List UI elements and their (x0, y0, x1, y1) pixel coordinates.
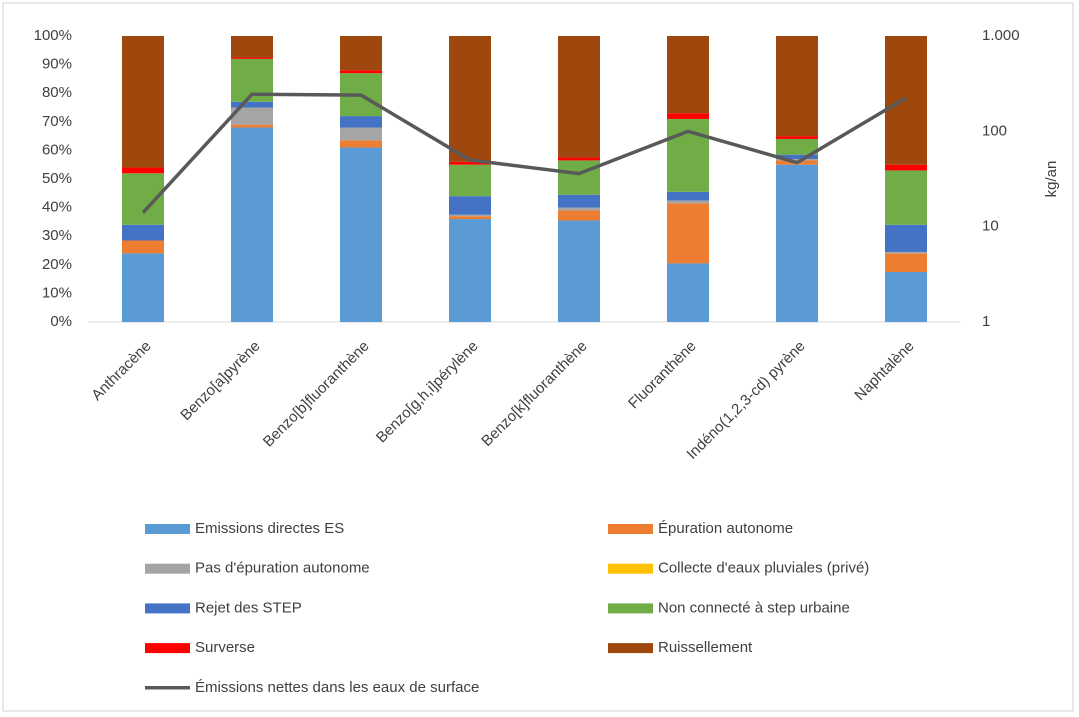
bar-segment (885, 36, 927, 165)
bar-segment (122, 224, 164, 241)
bar-segment (776, 136, 818, 139)
legend-label: Collecte d'eaux pluviales (privé) (658, 560, 869, 577)
bar-segment (231, 101, 273, 108)
bar-segment (231, 124, 273, 128)
bar-segment (667, 203, 709, 264)
y2-tick-label: 1.000 (982, 27, 1020, 44)
bar-segment (885, 253, 927, 272)
bar-segment (776, 36, 818, 137)
y-tick-label: 80% (42, 84, 72, 101)
y-tick-label: 100% (34, 27, 72, 44)
bar-segment (122, 253, 164, 322)
y2-tick-label: 10 (982, 218, 999, 235)
legend-label: Non connecté à step urbaine (658, 599, 850, 616)
y-tick-label: 50% (42, 170, 72, 187)
bar-segment (340, 147, 382, 322)
legend-label: Ruissellement (658, 639, 753, 656)
bar-segment (449, 196, 491, 215)
bar-segment (558, 220, 600, 322)
y-tick-label: 20% (42, 256, 72, 273)
bar-segment (449, 161, 491, 165)
bar-segment (558, 157, 600, 161)
bar-segment (885, 271, 927, 322)
bar-segment (122, 167, 164, 174)
bar-segment (885, 164, 927, 171)
legend-swatch (608, 643, 653, 654)
bar-segment (667, 36, 709, 114)
bar-segment (122, 36, 164, 168)
bar-segment (449, 164, 491, 197)
legend-label: Épuration autonome (658, 520, 793, 537)
bar-segment (340, 116, 382, 128)
legend-label: Émissions nettes dans les eaux de surfac… (195, 679, 479, 696)
legend-label: Emissions directes ES (195, 520, 344, 537)
y-tick-label: 30% (42, 227, 72, 244)
bar-segment (231, 57, 273, 59)
bar-segment (231, 36, 273, 58)
bar-segment (558, 160, 600, 195)
bar-segment (122, 240, 164, 254)
bar-segment (340, 70, 382, 74)
bar-segment (558, 194, 600, 208)
bar-segment (340, 127, 382, 141)
bar-segment (667, 200, 709, 204)
bar-segment (776, 164, 818, 322)
bar-segment (776, 154, 818, 159)
y2-tick-label: 1 (982, 313, 990, 330)
y-tick-label: 10% (42, 284, 72, 301)
bar-segment (885, 170, 927, 225)
legend-label: Surverse (195, 639, 255, 656)
line-series (141, 92, 907, 214)
bar-segment (776, 138, 818, 155)
bar-segment (449, 219, 491, 322)
bar-segment (558, 36, 600, 158)
legend-swatch (145, 603, 190, 614)
bar-segment (885, 251, 927, 254)
bar-segment (667, 191, 709, 201)
bar-segment (449, 36, 491, 162)
y2-axis-label: kg/an (1043, 161, 1060, 198)
bar-segment (667, 113, 709, 119)
bar-segment (340, 36, 382, 71)
legend-swatch (145, 643, 190, 654)
legend-swatch (608, 563, 653, 574)
bar-segment (231, 107, 273, 125)
bar-segment (340, 140, 382, 148)
bar-segment (885, 224, 927, 252)
y-tick-label: 40% (42, 199, 72, 216)
legend-label: Rejet des STEP (195, 599, 302, 616)
legend-swatch (145, 563, 190, 574)
legend-label: Pas d'épuration autonome (195, 560, 370, 577)
y2-tick-label: 100 (982, 122, 1007, 139)
bar-segment (667, 263, 709, 322)
legend-swatch (608, 524, 653, 534)
bar-segment (558, 210, 600, 221)
bar-segment (449, 214, 491, 217)
bar-segment (449, 216, 491, 220)
y-tick-label: 60% (42, 141, 72, 158)
bar-segment (231, 127, 273, 323)
y-tick-label: 90% (42, 56, 72, 73)
legend-swatch (608, 603, 653, 614)
y-tick-label: 0% (50, 313, 72, 330)
bar-segment (776, 158, 818, 161)
legend-swatch (145, 524, 190, 534)
bar-segment (558, 207, 600, 211)
y-tick-label: 70% (42, 113, 72, 130)
